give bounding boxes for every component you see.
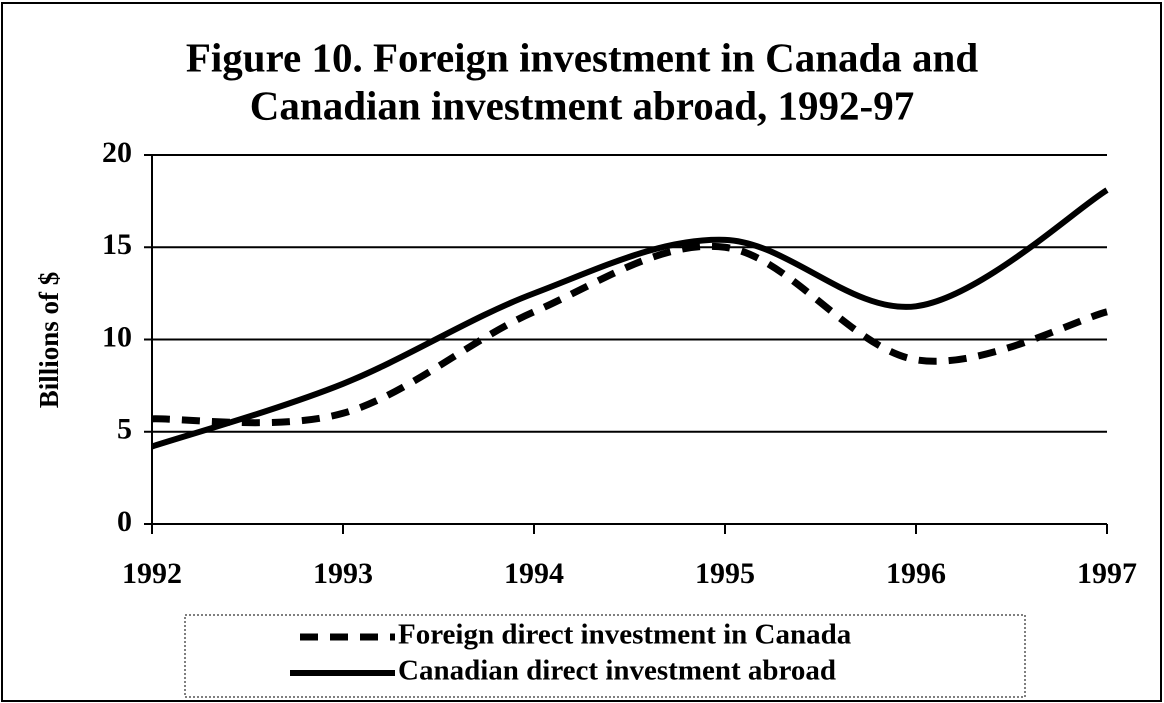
x-tick-label: 1996 xyxy=(886,557,946,590)
legend-label: Foreign direct investment in Canada xyxy=(398,619,852,651)
y-tick-label: 0 xyxy=(117,505,132,538)
x-tick-label: 1993 xyxy=(313,557,373,590)
y-tick-label: 20 xyxy=(102,136,132,169)
y-axis-label: Billions of $ xyxy=(34,272,64,409)
chart-title: Figure 10. Foreign investment in Canada … xyxy=(186,34,979,80)
chart-title: Canadian investment abroad, 1992-97 xyxy=(250,82,914,128)
y-tick-label: 15 xyxy=(102,228,132,261)
series-line xyxy=(151,242,1108,427)
legend-label: Canadian direct investment abroad xyxy=(398,655,836,687)
x-tick-label: 1992 xyxy=(122,557,182,590)
legend-box xyxy=(184,614,1026,698)
x-tick-label: 1995 xyxy=(695,557,755,590)
y-tick-label: 5 xyxy=(117,413,132,446)
x-tick-label: 1997 xyxy=(1077,557,1137,590)
y-tick-label: 10 xyxy=(102,320,132,353)
x-tick-label: 1994 xyxy=(504,557,564,590)
series-line xyxy=(151,187,1109,450)
